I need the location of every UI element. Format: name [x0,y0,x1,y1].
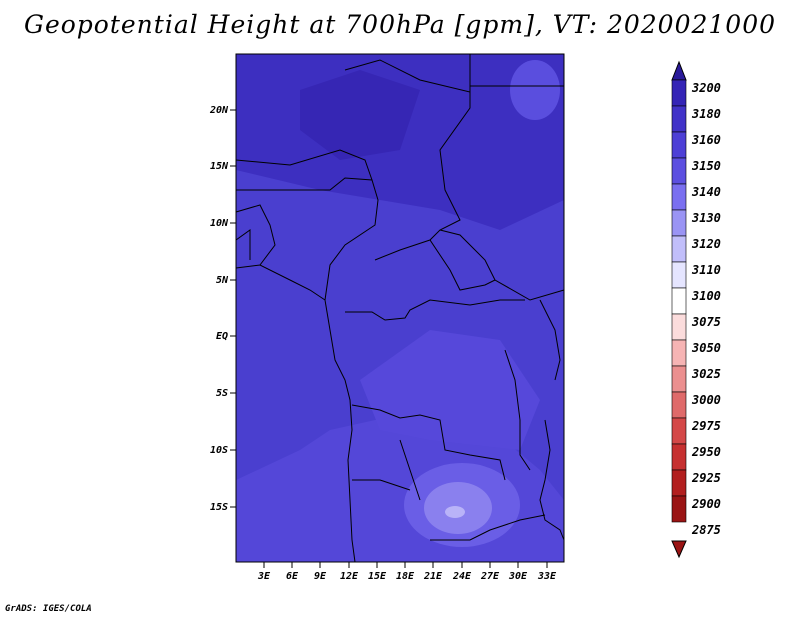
colorbar-swatch [671,261,687,289]
lon-label: 9E [314,571,327,582]
colorbar-label: 3075 [691,315,721,329]
colorbar-swatch [671,495,687,523]
grads-credit: GrADS: IGES/COLA [5,604,92,614]
colorbar-label: 2950 [691,445,721,459]
colorbar-swatch [671,313,687,341]
lon-label: 27E [480,571,500,582]
lat-label: 5S [216,388,228,399]
colorbar-swatch [671,105,687,133]
colorbar-swatch [671,417,687,445]
lon-label: 24E [452,571,472,582]
lat-label: 10S [210,445,228,456]
colorbar-label: 3120 [691,237,721,251]
map-panel [235,53,565,563]
lat-axis: 20N 15N 10N 5N EQ 5S 10S 15S [209,105,236,513]
northeast-light-patch [510,60,560,120]
height-field-light-center [360,330,540,450]
colorbar-label: 2975 [691,419,721,433]
lon-label: 15E [368,571,387,582]
colorbar-label: 3160 [691,133,721,147]
lat-label: 15S [210,502,228,513]
lon-label: 18E [396,571,415,582]
lat-label: 15N [210,161,229,172]
colorbar-label: 3050 [691,341,721,355]
colorbar-label: 3110 [691,263,721,277]
colorbar-label: 3180 [691,107,721,121]
lat-label: 10N [210,218,229,229]
colorbar-swatch [671,287,687,315]
colorbar-swatch [671,157,687,185]
colorbar-label: 3130 [691,211,721,225]
colorbar-label: 3025 [691,367,721,381]
colorbar-label: 3000 [691,393,721,407]
lon-label: 12E [340,571,359,582]
colorbar-swatch [671,183,687,211]
colorbar-top-arrow [671,60,687,81]
colorbar-swatch [671,235,687,263]
lon-axis: 3E 6E 9E 12E 15E 18E 21E 24E 27E 30E 33E [257,562,557,582]
colorbar-label: 2925 [691,471,721,485]
map-title: Geopotential Height at 700hPa [gpm], VT:… [23,10,777,39]
lat-label: EQ [216,331,228,342]
colorbar-swatch [671,339,687,367]
country-borders [235,54,565,563]
colorbar-swatch [671,209,687,237]
colorbar-bottom-arrow [671,540,687,559]
colorbar-label: 3140 [691,185,721,199]
lon-label: 3E [257,571,271,582]
colorbar-swatch [671,391,687,419]
colorbar-label: 3200 [691,81,721,95]
colorbar-swatch [671,443,687,471]
map-frame [235,53,565,563]
lat-label: 5N [216,275,229,286]
colorbar-swatch [671,365,687,393]
colorbar-label: 2875 [691,523,721,537]
colorbar: 3200 3180 3160 3150 3140 3130 3120 3110 3100 3075… [671,60,721,559]
lon-label: 6E [286,571,299,582]
colorbar-swatch [671,131,687,159]
colorbar-swatch [671,469,687,497]
lon-label: 21E [423,571,443,582]
colorbar-swatch [671,79,687,107]
lon-label: 30E [508,571,528,582]
lon-label: 33E [537,571,557,582]
lat-label: 20N [209,105,229,116]
low-center [445,506,465,518]
height-field-darker [300,70,420,160]
colorbar-label: 3100 [691,289,721,303]
colorbar-label: 2900 [691,497,721,511]
colorbar-label: 3150 [691,159,721,173]
